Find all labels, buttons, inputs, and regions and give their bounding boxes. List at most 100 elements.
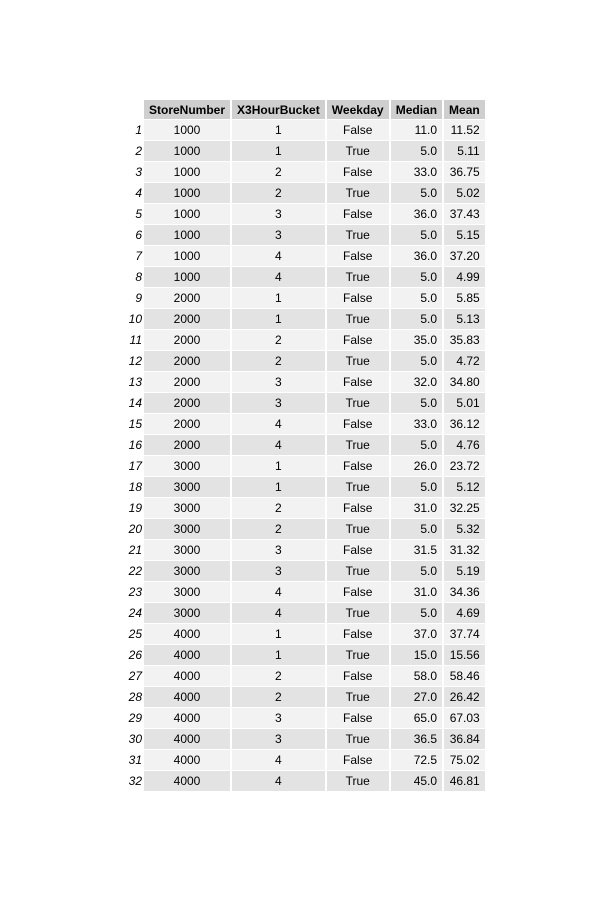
cell-weekday: False: [326, 582, 389, 602]
cell-3-hour-bucket: 3: [232, 561, 325, 581]
cell-median: 5.0: [390, 477, 443, 497]
cell-mean: 5.32: [444, 519, 485, 539]
cell-median: 37.0: [390, 624, 443, 644]
cell-median: 31.0: [390, 498, 443, 518]
cell-mean: 5.01: [444, 393, 485, 413]
cell-3-hour-bucket: 4: [232, 582, 325, 602]
row-index: 16: [128, 438, 142, 452]
row-index: 29: [128, 711, 142, 725]
cell-3-hour-bucket: 3: [232, 393, 325, 413]
cell-weekday: True: [326, 183, 389, 203]
cell-weekday: True: [326, 141, 389, 161]
cell-weekday: False: [326, 750, 389, 770]
cell-median: 36.0: [390, 204, 443, 224]
cell-mean: 26.42: [444, 687, 485, 707]
row-index: 7: [135, 249, 142, 263]
column-header-weekday: Weekday: [326, 100, 389, 119]
cell-median: 5.0: [390, 561, 443, 581]
cell-weekday: False: [326, 246, 389, 266]
cell-mean: 5.85: [444, 288, 485, 308]
cell-store-number: 1000: [144, 183, 231, 203]
cell-store-number: 2000: [144, 330, 231, 350]
row-index: 12: [128, 354, 142, 368]
cell-3-hour-bucket: 1: [232, 288, 325, 308]
cell-weekday: True: [326, 603, 389, 623]
cell-mean: 4.69: [444, 603, 485, 623]
cell-store-number: 2000: [144, 393, 231, 413]
table-row: 22 3000 3 True 5.0 5.19: [123, 561, 485, 581]
table-row: 10 2000 1 True 5.0 5.13: [123, 309, 485, 329]
cell-median: 36.0: [390, 246, 443, 266]
cell-store-number: 2000: [144, 351, 231, 371]
cell-store-number: 3000: [144, 456, 231, 476]
table-row: 7 1000 4 False 36.0 37.20: [123, 246, 485, 266]
cell-mean: 34.80: [444, 372, 485, 392]
table-row: 9 2000 1 False 5.0 5.85: [123, 288, 485, 308]
table-row: 19 3000 2 False 31.0 32.25: [123, 498, 485, 518]
cell-store-number: 3000: [144, 477, 231, 497]
cell-median: 5.0: [390, 309, 443, 329]
row-index: 21: [128, 543, 142, 557]
cell-3-hour-bucket: 1: [232, 624, 325, 644]
cell-mean: 23.72: [444, 456, 485, 476]
cell-store-number: 4000: [144, 687, 231, 707]
table-row: 24 3000 4 True 5.0 4.69: [123, 603, 485, 623]
cell-store-number: 2000: [144, 372, 231, 392]
row-index: 25: [128, 627, 142, 641]
cell-mean: 5.11: [444, 141, 485, 161]
cell-mean: 46.81: [444, 771, 485, 791]
cell-store-number: 2000: [144, 435, 231, 455]
row-index: 28: [128, 690, 142, 704]
column-header-mean: Mean: [444, 100, 485, 119]
data-table-container: StoreNumber X3HourBucket Weekday Median …: [121, 99, 487, 792]
cell-3-hour-bucket: 4: [232, 750, 325, 770]
cell-weekday: True: [326, 225, 389, 245]
cell-weekday: False: [326, 456, 389, 476]
table-row: 21 3000 3 False 31.5 31.32: [123, 540, 485, 560]
cell-store-number: 1000: [144, 162, 231, 182]
row-index: 22: [128, 564, 142, 578]
cell-mean: 34.36: [444, 582, 485, 602]
row-index: 17: [128, 459, 142, 473]
cell-median: 15.0: [390, 645, 443, 665]
cell-median: 5.0: [390, 267, 443, 287]
cell-mean: 36.75: [444, 162, 485, 182]
cell-store-number: 3000: [144, 561, 231, 581]
cell-store-number: 1000: [144, 141, 231, 161]
cell-3-hour-bucket: 1: [232, 309, 325, 329]
table-body: 1 1000 1 False 11.0 11.52 2 1000 1 True 5.0 5.11 3 10…: [123, 120, 485, 791]
cell-weekday: False: [326, 540, 389, 560]
cell-weekday: False: [326, 708, 389, 728]
cell-store-number: 4000: [144, 771, 231, 791]
column-header-store-number: StoreNumber: [144, 100, 231, 119]
cell-store-number: 3000: [144, 498, 231, 518]
cell-weekday: False: [326, 666, 389, 686]
cell-3-hour-bucket: 4: [232, 603, 325, 623]
table-row: 5 1000 3 False 36.0 37.43: [123, 204, 485, 224]
cell-store-number: 3000: [144, 519, 231, 539]
cell-weekday: True: [326, 729, 389, 749]
table-row: 27 4000 2 False 58.0 58.46: [123, 666, 485, 686]
cell-mean: 36.12: [444, 414, 485, 434]
cell-3-hour-bucket: 2: [232, 330, 325, 350]
cell-mean: 4.72: [444, 351, 485, 371]
table-row: 16 2000 4 True 5.0 4.76: [123, 435, 485, 455]
cell-store-number: 1000: [144, 267, 231, 287]
cell-median: 33.0: [390, 414, 443, 434]
cell-store-number: 4000: [144, 645, 231, 665]
cell-3-hour-bucket: 2: [232, 666, 325, 686]
cell-mean: 67.03: [444, 708, 485, 728]
cell-weekday: True: [326, 393, 389, 413]
cell-weekday: False: [326, 162, 389, 182]
table-row: 13 2000 3 False 32.0 34.80: [123, 372, 485, 392]
cell-3-hour-bucket: 4: [232, 246, 325, 266]
row-index: 9: [135, 291, 142, 305]
column-header-3-hour-bucket: X3HourBucket: [232, 100, 325, 119]
cell-3-hour-bucket: 4: [232, 771, 325, 791]
cell-3-hour-bucket: 2: [232, 183, 325, 203]
cell-store-number: 3000: [144, 603, 231, 623]
cell-3-hour-bucket: 4: [232, 267, 325, 287]
cell-3-hour-bucket: 1: [232, 141, 325, 161]
cell-median: 5.0: [390, 141, 443, 161]
cell-store-number: 1000: [144, 204, 231, 224]
